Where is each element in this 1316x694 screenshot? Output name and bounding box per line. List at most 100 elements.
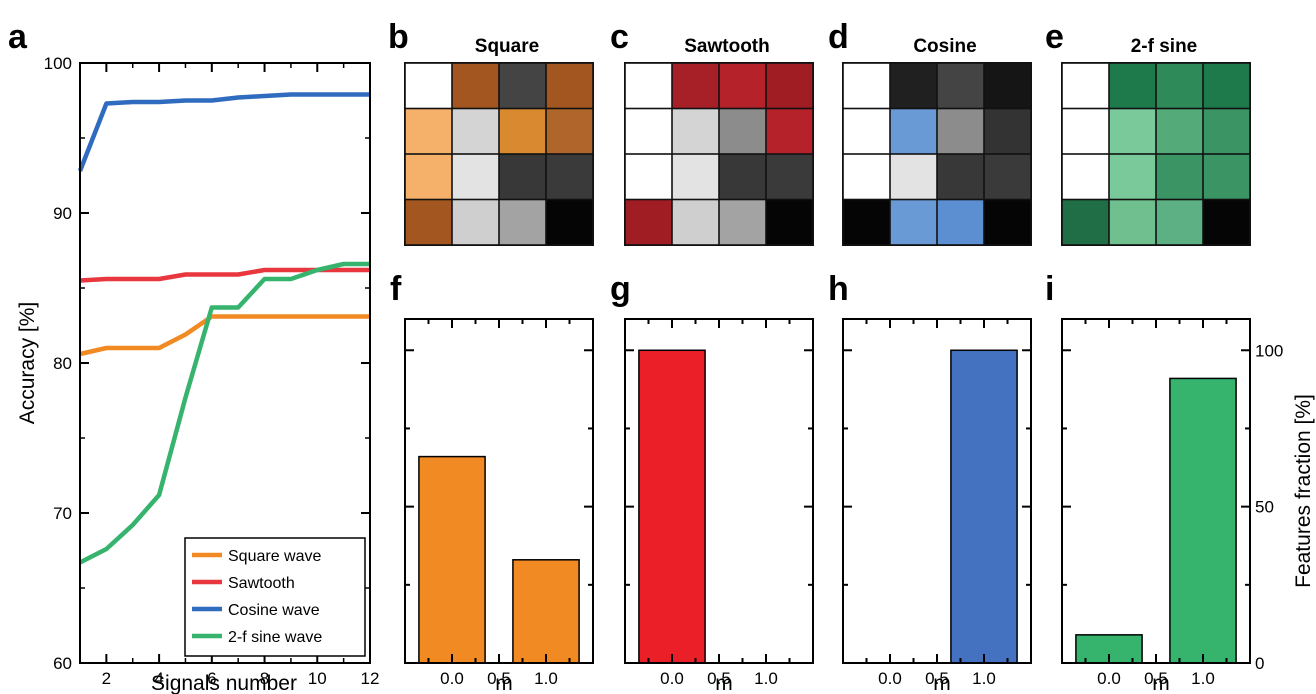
heatmap-cell — [546, 200, 593, 245]
heatmap-cell — [405, 154, 452, 199]
heatmap-cell — [984, 63, 1031, 108]
series-line-2-f-sine-wave — [78, 261, 370, 565]
bar — [1169, 377, 1237, 664]
heatmap-cell — [1203, 63, 1250, 108]
panel-title-c: Sawtooth — [684, 36, 770, 57]
bar — [418, 455, 486, 664]
heatmap-cell — [984, 109, 1031, 154]
heatmap-cell — [1203, 154, 1250, 199]
x-tick-label: 0.5 — [1144, 669, 1168, 688]
series-line-cosine-wave — [77, 92, 370, 172]
x-tick-label: 4 — [154, 669, 163, 688]
y-axis-title-right: Features fraction [%] — [1292, 394, 1315, 588]
panel-title-b: Square — [475, 36, 539, 57]
y-tick-label: 90 — [53, 204, 72, 223]
panel-letter-h: h — [828, 270, 849, 308]
heatmap-cell — [1156, 109, 1203, 154]
heatmap-cell — [405, 109, 452, 154]
heatmap-cell — [1062, 200, 1109, 245]
heatmap-cell — [937, 63, 984, 108]
panel-h — [842, 318, 1032, 664]
panel-g — [624, 318, 814, 664]
panel-letter-a: a — [8, 18, 28, 56]
heatmap-cell — [405, 63, 452, 108]
x-tick-label: 0.5 — [487, 669, 511, 688]
bar — [638, 349, 706, 664]
panel-d — [842, 62, 1032, 246]
x-tick-label: 6 — [207, 669, 216, 688]
heatmap-cell — [843, 200, 890, 245]
y-tick-label-right: 50 — [1255, 498, 1274, 517]
legend-label: Sawtooth — [228, 575, 295, 592]
heatmap-cell — [1203, 109, 1250, 154]
series-line-square-wave — [79, 314, 370, 357]
y-tick-label-right: 100 — [1255, 341, 1283, 360]
x-tick-label: 0.5 — [707, 669, 731, 688]
x-tick-label: 1.0 — [754, 669, 778, 688]
bar — [950, 349, 1018, 664]
panel-letter-b: b — [388, 18, 409, 56]
heatmap-cell — [452, 109, 499, 154]
heatmap-cell — [672, 109, 719, 154]
heatmap-cell — [672, 63, 719, 108]
x-tick-label: 1.0 — [1191, 669, 1215, 688]
panel-letter-f: f — [390, 270, 402, 308]
heatmap-cell — [937, 154, 984, 199]
heatmap-cell — [890, 109, 937, 154]
x-axis-title-h: m — [933, 672, 951, 694]
x-tick-label: 1.0 — [972, 669, 996, 688]
x-tick-label: 0.0 — [1097, 669, 1121, 688]
heatmap-cell — [1109, 154, 1156, 199]
heatmap-cell — [625, 154, 672, 199]
panel-a — [77, 62, 371, 664]
heatmap-cell — [1156, 200, 1203, 245]
panel-letter-g: g — [610, 270, 631, 308]
heatmap-cell — [890, 154, 937, 199]
y-axis-title: Accuracy [%] — [16, 302, 39, 425]
y-tick-label: 80 — [53, 354, 72, 373]
x-tick-label: 0.0 — [660, 669, 684, 688]
legend-box — [184, 537, 366, 657]
heatmap-cell — [546, 109, 593, 154]
panel-letter-d: d — [828, 18, 849, 56]
heatmap-cell — [546, 63, 593, 108]
heatmap-cell — [452, 200, 499, 245]
x-tick-label: 0.0 — [440, 669, 464, 688]
x-tick-label: 1.0 — [534, 669, 558, 688]
heatmap-cell — [843, 109, 890, 154]
heatmap-cell — [937, 200, 984, 245]
x-tick-label: 8 — [260, 669, 269, 688]
x-tick-label: 12 — [361, 669, 380, 688]
legend-label: Square wave — [228, 548, 321, 565]
heatmap-cell — [499, 63, 546, 108]
x-axis-title-f: m — [495, 672, 513, 694]
panel-b — [404, 62, 594, 246]
panel-e — [1061, 62, 1251, 246]
heatmap-cell — [625, 109, 672, 154]
heatmap-cell — [843, 154, 890, 199]
heatmap-cell — [1156, 154, 1203, 199]
heatmap-cell — [405, 200, 452, 245]
y-tick-label: 100 — [44, 54, 72, 73]
heatmap-cell — [499, 154, 546, 199]
heatmap-cell — [984, 154, 1031, 199]
heatmap-cell — [843, 63, 890, 108]
heatmap-cell — [1109, 200, 1156, 245]
heatmap-cell — [890, 200, 937, 245]
x-tick-label: 2 — [102, 669, 111, 688]
heatmap-cell — [766, 109, 813, 154]
heatmap-cell — [452, 63, 499, 108]
heatmap-cell — [546, 154, 593, 199]
heatmap-cell — [625, 200, 672, 245]
panel-letter-e: e — [1045, 18, 1064, 56]
y-tick-label: 60 — [53, 654, 72, 673]
heatmap-cell — [452, 154, 499, 199]
heatmap-cell — [890, 63, 937, 108]
heatmap-cell — [719, 109, 766, 154]
heatmap-cell — [1062, 154, 1109, 199]
heatmap-cell — [1062, 63, 1109, 108]
bar — [512, 559, 580, 664]
panel-title-d: Cosine — [913, 36, 976, 57]
x-axis-title: Signals number — [151, 672, 297, 694]
